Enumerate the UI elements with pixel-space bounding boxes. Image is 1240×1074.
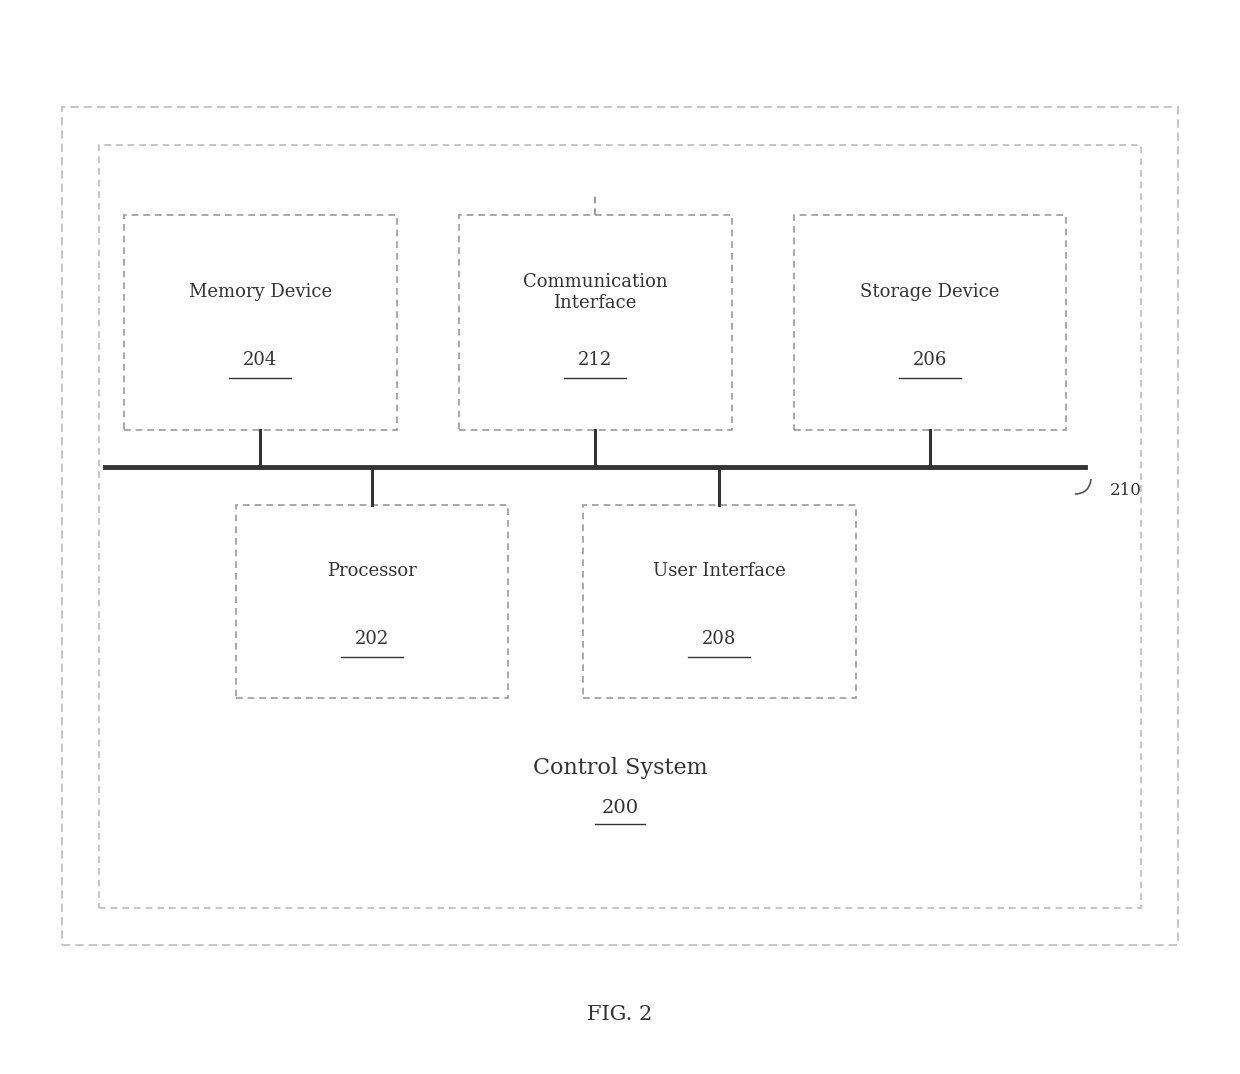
Text: Control System: Control System xyxy=(533,757,707,779)
FancyBboxPatch shape xyxy=(794,215,1066,430)
Text: 210: 210 xyxy=(1110,482,1142,499)
Text: 212: 212 xyxy=(578,351,613,368)
Text: Storage Device: Storage Device xyxy=(861,284,999,301)
Text: 202: 202 xyxy=(355,630,389,648)
Text: Communication
Interface: Communication Interface xyxy=(523,273,667,311)
Text: Processor: Processor xyxy=(327,563,417,580)
Text: 208: 208 xyxy=(702,630,737,648)
FancyBboxPatch shape xyxy=(583,505,856,698)
FancyBboxPatch shape xyxy=(236,505,508,698)
Text: User Interface: User Interface xyxy=(652,563,786,580)
Text: FIG. 2: FIG. 2 xyxy=(588,1005,652,1025)
Text: 206: 206 xyxy=(913,351,947,368)
FancyBboxPatch shape xyxy=(124,215,397,430)
FancyBboxPatch shape xyxy=(99,145,1141,908)
Text: 200: 200 xyxy=(601,799,639,816)
Text: Memory Device: Memory Device xyxy=(188,284,332,301)
Text: 204: 204 xyxy=(243,351,278,368)
FancyBboxPatch shape xyxy=(459,215,732,430)
FancyBboxPatch shape xyxy=(62,107,1178,945)
